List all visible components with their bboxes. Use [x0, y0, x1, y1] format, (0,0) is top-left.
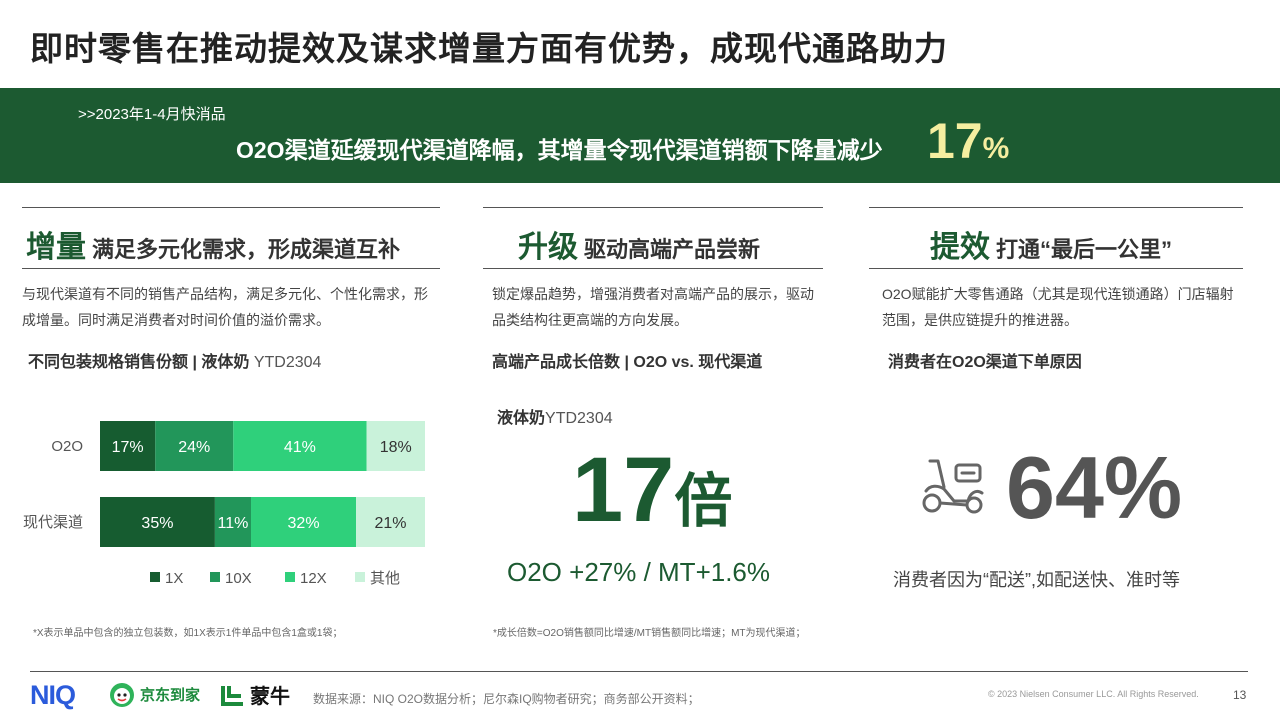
chart-category-label: 现代渠道 — [23, 514, 83, 531]
col3-description: O2O赋能扩大零售通路（尤其是现代连锁通路）门店辐射范围，是供应链提升的推进器。 — [882, 286, 1234, 328]
col2-product-name: 液体奶 — [497, 410, 546, 427]
col1-heading: 增量 满足多元化需求，形成渠道互补 — [26, 222, 400, 266]
col1-bottom-rule — [22, 268, 440, 269]
chart-data-label: 35% — [141, 515, 173, 532]
col1-heading-text: 满足多元化需求，形成渠道互补 — [92, 237, 401, 262]
col3-top-rule — [869, 207, 1243, 208]
chart-bar-segment — [233, 421, 367, 471]
legend-swatch — [150, 572, 160, 582]
col3-subtitle: 消费者在O2O渠道下单原因 — [888, 354, 1082, 371]
col2-heading-text: 驱动高端产品尝新 — [584, 237, 761, 262]
legend-label: 10X — [225, 570, 252, 587]
col1-description: 与现代渠道有不同的销售产品结构，满足多元化、个性化需求，形成增量。同时满足消费者… — [22, 286, 428, 328]
col2-description: 锁定爆品趋势，增强消费者对高端产品的展示，驱动品类结构往更高端的方向发展。 — [492, 286, 814, 328]
data-source: 数据来源：NIQ O2O数据分析；尼尔森IQ购物者研究；商务部公开资料； — [313, 692, 700, 706]
jd-daojia-logo: 京东到家 — [108, 680, 200, 708]
chart-data-label: 32% — [288, 515, 320, 532]
legend-label: 1X — [165, 570, 183, 587]
chart-bar-segment — [356, 497, 425, 547]
page-number: 13 — [1233, 688, 1247, 702]
col2-product-period: YTD2304 — [545, 410, 613, 427]
mengniu-mark-icon — [221, 685, 243, 706]
chart-data-label: 41% — [284, 439, 316, 456]
highlight-banner — [0, 88, 1280, 183]
legend-label: 其他 — [370, 570, 400, 587]
mengniu-logo: 蒙牛 — [220, 680, 290, 709]
delivery-reason-percentage: 64% — [1006, 438, 1183, 537]
col1-chart-title: 不同包装规格销售份额 | 液体奶 YTD2304 — [28, 348, 321, 372]
banner-subtitle: >>2023年1-4月快消品 — [78, 106, 226, 123]
chart-data-label: 11% — [218, 515, 249, 532]
banner-pct-sign: % — [982, 132, 1010, 165]
niq-logo: NIQ — [30, 680, 76, 710]
col2-subtitle: 高端产品成长倍数 | O2O vs. 现代渠道 — [492, 354, 763, 371]
chart-data-label: 24% — [178, 439, 210, 456]
col2-footnote: *成长倍数=O2O销售额同比增速/MT销售额同比增速；MT为现代渠道； — [493, 628, 806, 639]
banner-percentage: 17% — [927, 112, 1009, 170]
banner-pct-number: 17 — [927, 113, 983, 169]
chart-data-label: 21% — [375, 515, 407, 532]
chart-bar-segment — [251, 497, 357, 547]
col2-bottom-rule — [483, 268, 823, 269]
jd-mascot-icon — [110, 683, 134, 707]
col1-chart-title-bold: 不同包装规格销售份额 | 液体奶 — [28, 354, 250, 371]
col3-bottom-rule — [869, 268, 1243, 269]
chart-bar-segment — [366, 421, 425, 471]
banner-headline: O2O渠道延缓现代渠道降幅，其增量令现代渠道销额下降量减少 — [236, 137, 883, 163]
footer-rule — [30, 671, 1248, 672]
legend-swatch — [210, 572, 220, 582]
chart-bar-segment — [100, 497, 215, 547]
mengniu-text: 蒙牛 — [250, 686, 290, 708]
chart-bar-segment — [214, 497, 252, 547]
col1-chart-title-period: YTD2304 — [253, 354, 322, 371]
growth-multiple-number: 17 — [572, 439, 675, 541]
legend-swatch — [355, 572, 365, 582]
legend-label: 12X — [300, 570, 327, 587]
page-title: 即时零售在推动提效及谋求增量方面有优势，成现代通路助力 — [30, 30, 948, 67]
package-share-chart: O2O 17% 24% 41% 18% 现代渠道 35% 11% 32% 21% 1X 10X 12X 其… — [23, 421, 425, 587]
chart-bar-segment — [100, 421, 156, 471]
col1-top-rule — [22, 207, 440, 208]
col2-product: 液体奶YTD2304 — [497, 404, 613, 428]
chart-category-label: O2O — [51, 438, 83, 455]
col3-heading-highlight: 提效 — [930, 231, 990, 264]
jd-daojia-text: 京东到家 — [140, 686, 201, 704]
col2-top-rule — [483, 207, 823, 208]
legend-swatch — [285, 572, 295, 582]
chart-data-label: 18% — [380, 439, 412, 456]
col1-heading-highlight: 增量 — [26, 231, 86, 264]
copyright: © 2023 Nielsen Consumer LLC. All Rights … — [988, 689, 1199, 699]
growth-multiple-unit: 倍 — [674, 469, 733, 534]
growth-multiple: 17倍 — [572, 440, 732, 552]
growth-comparison: O2O +27% / MT+1.6% — [507, 557, 771, 587]
col3-heading: 提效 打通“最后一公里” — [930, 222, 1172, 266]
col2-heading-highlight: 升级 — [518, 231, 578, 264]
delivery-reason-text: 消费者因为“配送”,如配送快、准时等 — [893, 570, 1180, 590]
col1-footnote: *X表示单品中包含的独立包装数，如1X表示1件单品中包含1盒或1袋； — [33, 628, 343, 639]
col3-heading-text: 打通“最后一公里” — [996, 237, 1173, 262]
chart-bar-segment — [155, 421, 234, 471]
chart-data-label: 17% — [112, 439, 144, 456]
col2-heading: 升级 驱动高端产品尝新 — [518, 222, 760, 266]
scooter-icon — [922, 459, 984, 514]
